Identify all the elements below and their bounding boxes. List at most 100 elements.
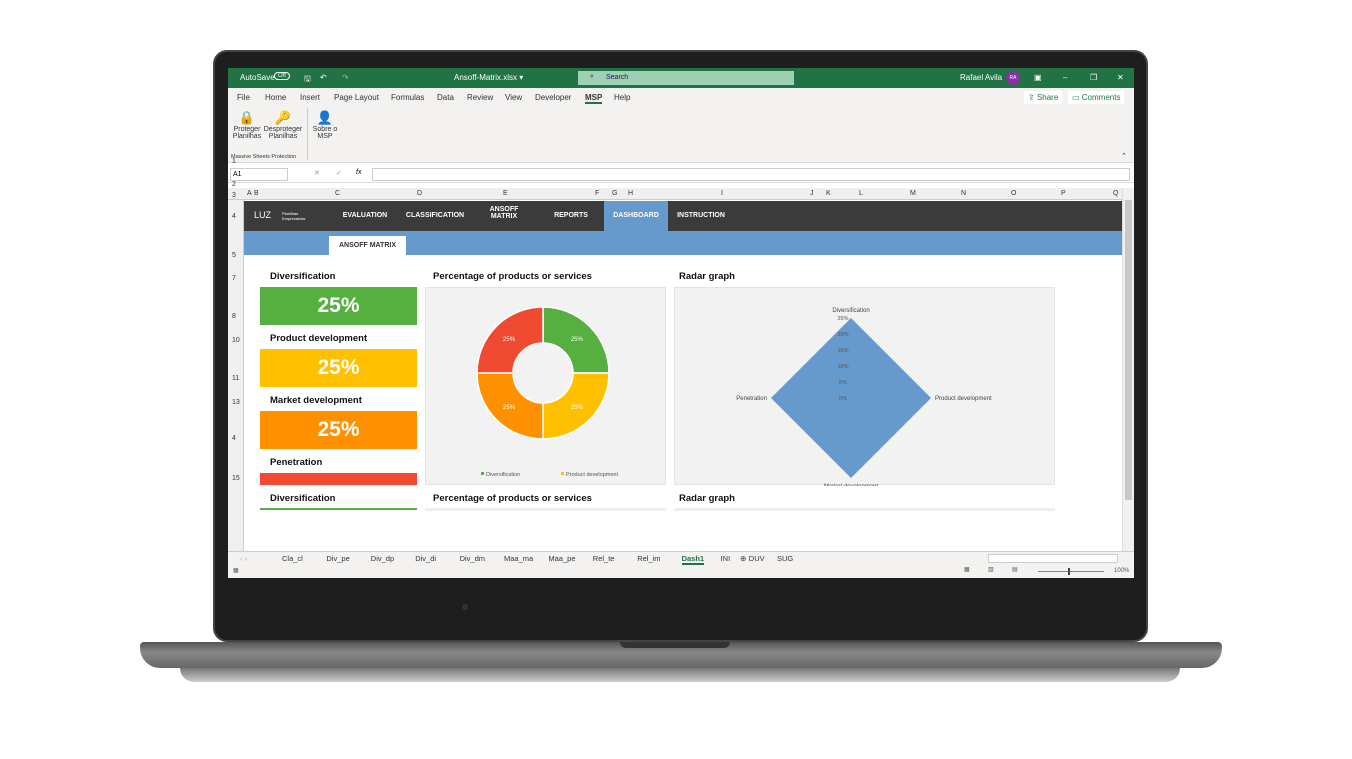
tab-view[interactable]: View [505,93,523,102]
tab-msp[interactable]: MSP [585,93,603,104]
autosave-toggle[interactable]: Off [274,72,290,80]
column-header[interactable]: E [503,190,508,197]
share-button[interactable]: ⇪ Share [1024,91,1063,104]
tab-formulas[interactable]: Formulas [391,93,425,102]
sheet-tab[interactable]: Rel_te [592,554,615,563]
row-header[interactable]: 4 [232,213,236,220]
page-break-icon[interactable]: ▤ [1012,567,1018,573]
column-header[interactable]: A [247,190,252,197]
column-header[interactable]: I [721,190,723,197]
sheet-tab[interactable]: Div_dp [370,554,395,563]
sheet-tab[interactable]: INI [720,554,731,563]
zoom-slider[interactable] [1038,571,1104,572]
protect-button[interactable]: 🔒 Proteger Planilhas [231,110,263,140]
column-header[interactable]: K [826,190,831,197]
tab-review[interactable]: Review [467,93,494,102]
ribbon-display-icon[interactable]: ▣ [1034,73,1042,82]
row-header[interactable]: 13 [232,399,240,406]
tab-file[interactable]: File [237,93,250,102]
sheet-tab[interactable]: Dash1 [681,554,705,565]
restore-icon[interactable]: ❐ [1090,73,1098,82]
zoom-thumb[interactable] [1068,568,1070,575]
column-header[interactable]: F [595,190,600,197]
sheet-tab[interactable]: SUG [777,554,794,563]
sheet-tab[interactable]: Div_dm [459,554,486,563]
comments-button[interactable]: ▭ Comments [1068,91,1125,104]
column-header[interactable]: N [961,190,967,197]
row-header[interactable]: 5 [232,252,236,259]
nav-reports[interactable]: REPORTS [554,212,588,219]
tab-help[interactable]: Help [614,93,631,102]
column-header[interactable]: C [335,190,341,197]
column-header[interactable]: M [910,190,916,197]
donut-slice[interactable] [476,372,544,440]
about-msp-button[interactable]: 👤 Sobre o MSP [311,110,339,140]
column-header[interactable]: L [859,190,863,197]
tab-home[interactable]: Home [265,93,287,102]
nav-classification[interactable]: CLASSIFICATION [405,212,465,219]
nav-instruction[interactable]: INSTRUCTION [677,212,725,219]
tab-scroll-icon[interactable]: ‹ › [240,554,248,563]
row-header[interactable]: 3 [232,192,236,199]
name-box[interactable]: A1 [230,168,288,181]
donut-slice[interactable] [542,306,610,374]
column-header[interactable]: G [612,190,618,197]
nav-ansoff-matrix[interactable]: ANSOFF MATRIX [489,206,519,220]
tab-insert[interactable]: Insert [300,93,321,102]
sheet-tab[interactable]: Div_pe [326,554,350,563]
unprotect-button[interactable]: 🔑 Desproteger Planilhas [262,110,304,140]
column-header[interactable]: P [1061,190,1066,197]
normal-view-icon[interactable]: ▦ [964,567,970,573]
legend-marker [481,472,484,475]
filename[interactable]: Ansoff-Matrix.xlsx ▾ [454,73,524,82]
vertical-scrollbar[interactable] [1122,188,1134,551]
save-icon[interactable]: 🖫 [304,74,311,83]
tab-page-layout[interactable]: Page Layout [334,93,379,102]
sheet-tab[interactable]: Rel_im [637,554,661,563]
sheet-tab[interactable]: DUV [748,554,765,563]
avatar[interactable]: RA [1006,71,1020,85]
column-header[interactable]: B [254,190,259,197]
collapse-ribbon-icon[interactable]: ⌃ [1121,153,1127,160]
row-header[interactable]: 4 [232,435,236,442]
donut-slice[interactable] [476,306,544,374]
sheet-tab[interactable]: Maa_pe [548,554,576,563]
tab-data[interactable]: Data [437,93,454,102]
column-header[interactable]: J [810,190,814,197]
sheet-tab[interactable]: Div_di [415,554,437,563]
column-header[interactable]: O [1011,190,1017,197]
sheet-tab[interactable]: Maa_ma [504,554,534,563]
column-header[interactable]: Q [1113,190,1119,197]
column-header[interactable]: H [628,190,634,197]
enter-icon[interactable]: ✓ [336,170,342,177]
donut-data-label: 25% [503,405,516,411]
row-header[interactable]: 7 [232,275,236,282]
row-header[interactable]: 11 [232,375,240,382]
row-header[interactable]: 1 [232,158,236,165]
search-box[interactable]: ⌕ Search [578,71,794,85]
new-sheet-icon[interactable]: ⊕ [740,554,747,563]
sheet-tab[interactable]: Cla_cl [282,554,303,563]
subtab-ansoff-matrix[interactable]: ANSOFF MATRIX [329,236,406,255]
cancel-icon[interactable]: ✕ [314,170,320,177]
scroll-thumb[interactable] [1125,200,1132,500]
nav-evaluation[interactable]: EVALUATION [342,212,388,219]
minimize-icon[interactable]: – [1063,73,1068,82]
close-icon[interactable]: ✕ [1117,73,1124,82]
nav-dashboard[interactable]: DASHBOARD [613,212,659,219]
undo-icon[interactable]: ↶ [320,73,327,82]
row-header[interactable]: 8 [232,313,236,320]
row-header[interactable]: 10 [232,337,240,344]
macro-icon[interactable]: ▦ [233,568,239,574]
column-header[interactable]: D [417,190,423,197]
redo-icon[interactable]: ↷ [342,73,349,82]
horizontal-scrollbar[interactable] [988,554,1118,563]
page-layout-icon[interactable]: ▥ [988,567,994,573]
radar-series-area[interactable] [771,318,931,478]
tab-developer[interactable]: Developer [535,93,572,102]
row-header[interactable]: 2 [232,181,236,188]
row-header[interactable]: 15 [232,475,240,482]
formula-input[interactable] [372,168,1130,181]
fx-icon[interactable]: fx [356,169,362,176]
donut-slice[interactable] [542,372,610,440]
